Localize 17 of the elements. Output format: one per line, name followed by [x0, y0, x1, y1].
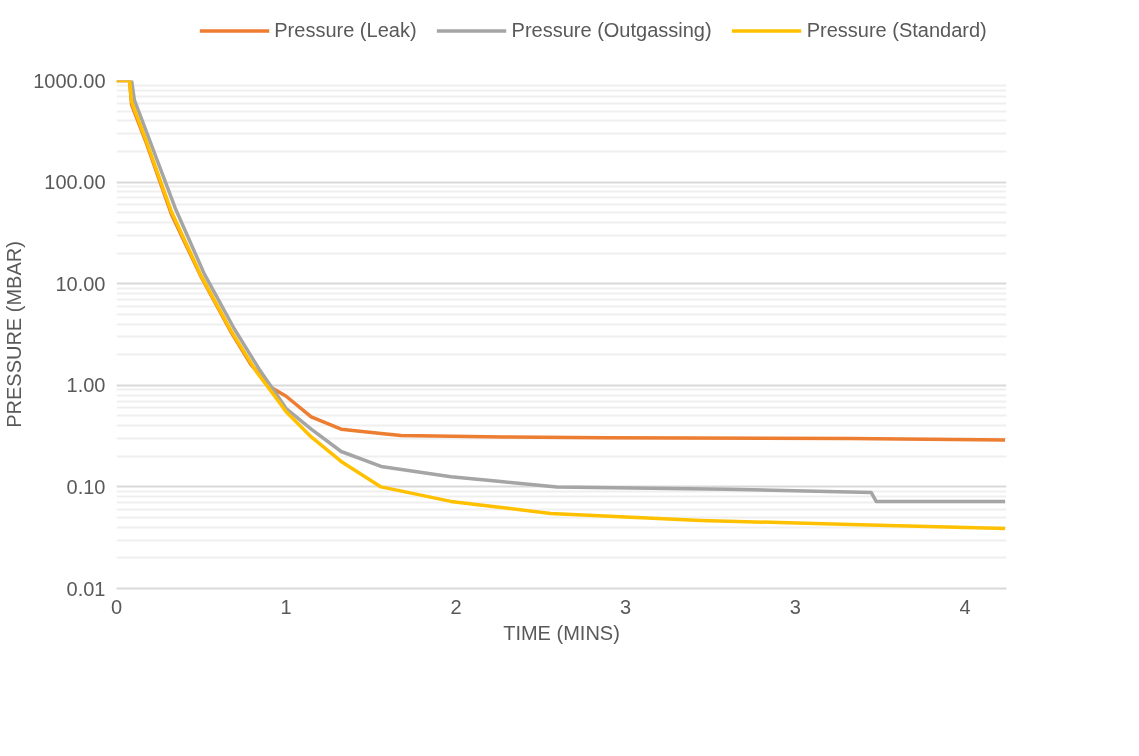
y-axis-title: PRESSURE (MBAR): [3, 241, 26, 428]
legend-label: Pressure (Leak): [274, 18, 417, 42]
y-tick-label: 1.00: [66, 374, 106, 397]
y-tick-label: 10.00: [55, 272, 106, 295]
x-tick-label: 4: [959, 595, 971, 618]
legend-label: Pressure (Standard): [806, 18, 987, 42]
x-tick-label: 1: [280, 595, 292, 618]
x-tick-label: 3: [789, 595, 801, 618]
y-tick-label: 1000.00: [33, 69, 106, 92]
y-tick-label: 0.10: [66, 475, 106, 498]
y-tick-label: 0.01: [66, 577, 106, 600]
x-tick-label: 3: [620, 595, 632, 618]
legend-label: Pressure (Outgassing): [511, 18, 712, 42]
x-tick-label: 2: [450, 595, 462, 618]
x-tick-label: 0: [110, 595, 123, 618]
x-axis-title: TIME (MINS): [503, 621, 620, 644]
y-tick-label: 100.00: [44, 171, 106, 194]
